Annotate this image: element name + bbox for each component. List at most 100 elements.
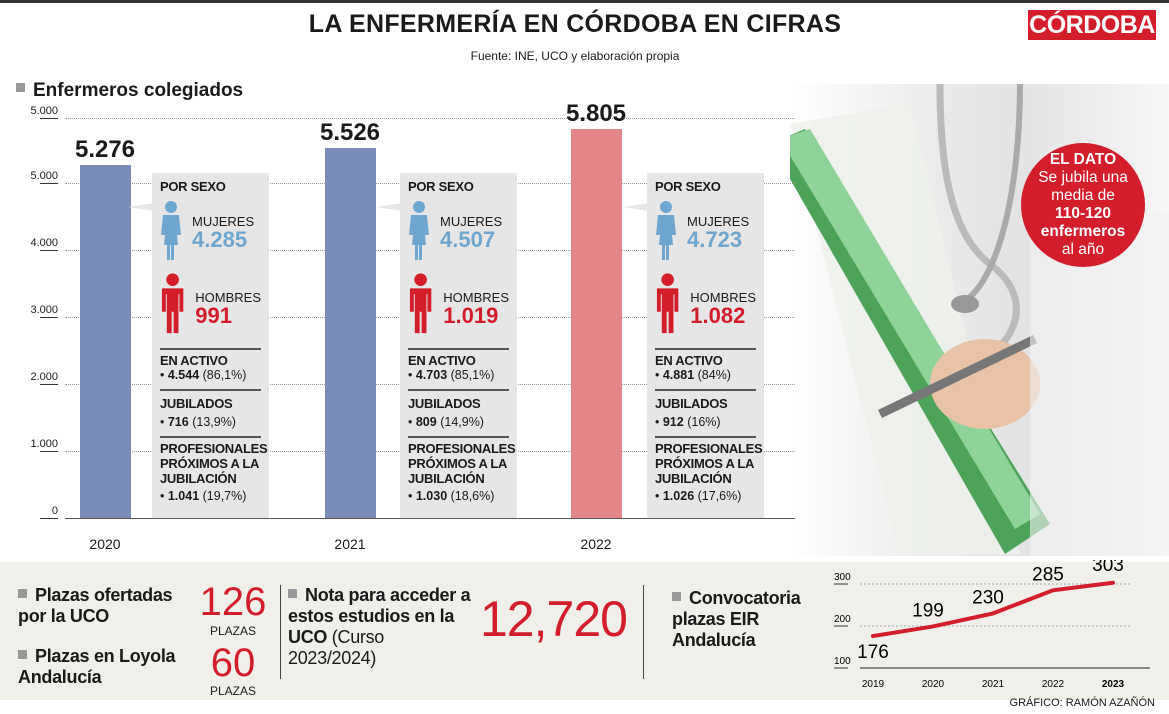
por-sexo-heading: POR SEXO: [655, 179, 721, 194]
page-title: LA ENFERMERÍA EN CÓRDOBA EN CIFRAS: [308, 10, 842, 38]
hombres-label: HOMBRES: [690, 290, 756, 305]
detail-box-2022: POR SEXO MUJERES 4.723 HOMBRES 1.082 EN AC…: [623, 173, 764, 518]
por-sexo-heading: POR SEXO: [160, 179, 226, 194]
por-sexo-heading: POR SEXO: [408, 179, 474, 194]
woman-icon: [656, 201, 676, 260]
nota-label-rest: (Curso 2023/2024): [288, 627, 385, 668]
mujeres-label: MUJERES: [440, 214, 503, 229]
y-tick-label: 2.000: [30, 371, 58, 383]
x-tick-label: 2019: [862, 679, 885, 690]
y-tick-mark: [40, 250, 58, 251]
hombres-value: 991: [195, 303, 232, 328]
bullet-square-icon: [288, 588, 297, 598]
bullet-square-icon: [672, 591, 681, 601]
jubilados-label: JUBILADOS: [408, 396, 481, 411]
proximos-jubilacion-pct: (19,7%): [202, 489, 247, 503]
eir-label-text: Convocatoria plazas EIR Andalucía: [672, 588, 801, 650]
bullet-square-icon: [18, 649, 27, 659]
en-activo-label: EN ACTIVO: [655, 353, 723, 368]
proximos-jubilacion-value: 1.026: [662, 489, 695, 503]
proximos-jubilacion-label: PROFESIONALES PRÓXIMOS A LA JUBILACIÓN: [655, 441, 763, 486]
y-tick-mark: [40, 183, 58, 184]
nurse-illustration: [770, 83, 1169, 556]
dato-line: Se jubila una: [1038, 169, 1128, 186]
en-activo-label: EN ACTIVO: [408, 353, 476, 368]
x-tick-label: 2021: [982, 679, 1005, 690]
x-tick-label: 2022: [580, 536, 612, 552]
en-activo-value: 4.544: [167, 368, 200, 382]
bottom-band: [0, 562, 1169, 700]
x-tick-label: 2022: [1042, 679, 1065, 690]
uco-plazas-label: Plazas ofertadas por la UCO: [18, 585, 193, 627]
dato-line: al año: [1061, 241, 1105, 258]
y-tick-label: 300: [834, 572, 851, 583]
x-tick-label: 2021: [334, 536, 366, 552]
divider: [643, 585, 644, 679]
loyola-plazas-unit: PLAZAS: [209, 684, 257, 698]
loyola-label-text: Plazas en Loyola Andalucía: [18, 646, 176, 687]
detail-box-2021: POR SEXO MUJERES 4.507 HOMBRES 1.019 EN AC…: [376, 173, 517, 518]
y-tick-label: 1.000: [30, 438, 58, 450]
jubilados-value: 809: [415, 415, 437, 429]
jubilados-pct: (13,9%): [192, 415, 236, 429]
loyola-plazas-label: Plazas en Loyola Andalucía: [18, 646, 193, 688]
cordoba-logo: CÓRDOBA: [1028, 10, 1156, 40]
woman-icon: [409, 201, 429, 260]
man-icon: [409, 273, 432, 334]
bar-2020: [80, 164, 131, 518]
dato-line: enfermeros: [1040, 223, 1126, 240]
nota-label: Nota para acceder a estos estudios en la…: [288, 585, 473, 669]
data-label: 199: [912, 600, 944, 621]
mujeres-value: 4.285: [192, 227, 248, 252]
man-icon: [161, 273, 184, 334]
jubilados-label: JUBILADOS: [655, 396, 728, 411]
en-activo-pct: (84%): [697, 368, 731, 382]
source-note: Fuente: INE, UCO y elaboración propia: [470, 49, 680, 63]
bullet-square-icon: [18, 588, 27, 598]
divider: [280, 585, 281, 679]
bar-value-label: 5.805: [565, 100, 627, 128]
el-dato-badge: EL DATO Se jubila una media de 110-120 e…: [1021, 143, 1145, 267]
y-tick-label: 100: [834, 656, 851, 667]
section-title-text: Enfermeros colegiados: [33, 80, 244, 101]
hombres-label: HOMBRES: [443, 290, 509, 305]
y-tick-label: 5.000: [30, 105, 58, 117]
eir-line-chart: 100 200 300 176 2019 199 2020 230 2021 285 2022 303…: [834, 560, 1150, 690]
data-label: 303: [1092, 560, 1124, 576]
jubilados-label: JUBILADOS: [160, 396, 233, 411]
eir-label: Convocatoria plazas EIR Andalucía: [672, 588, 822, 651]
en-activo-pct: (85,1%): [450, 368, 495, 382]
y-tick-mark: [40, 118, 58, 119]
x-axis: [65, 518, 795, 519]
loyola-plazas-value: 60: [210, 641, 256, 685]
proximos-jubilacion-label: PROFESIONALES PRÓXIMOS A LA JUBILACIÓN: [408, 441, 516, 486]
uco-plazas-value: 126: [199, 580, 267, 624]
bar-2022: [571, 129, 622, 518]
nota-label-bold: Nota para acceder a estos estudios en la…: [288, 585, 471, 647]
woman-icon: [161, 201, 181, 260]
bar-2021: [325, 147, 376, 518]
x-tick-label: 2020: [89, 536, 121, 552]
y-tick-label: 4.000: [30, 237, 58, 249]
jubilados-value: 716: [167, 415, 189, 429]
y-tick-label: 3.000: [30, 304, 58, 316]
data-label: 285: [1032, 564, 1064, 585]
proximos-jubilacion-pct: (18,6%): [450, 489, 495, 503]
en-activo-label: EN ACTIVO: [160, 353, 228, 368]
hombres-value: 1.082: [690, 303, 746, 328]
x-tick-label: 2020: [922, 679, 945, 690]
hombres-value: 1.019: [443, 303, 499, 328]
y-tick-mark: [40, 451, 58, 452]
section-title: Enfermeros colegiados: [16, 80, 243, 102]
credit: GRÁFICO: RAMÓN AZAÑÓN: [1009, 697, 1155, 709]
y-tick-mark: [40, 317, 58, 318]
man-icon: [656, 273, 679, 334]
top-rule: [0, 0, 1169, 3]
proximos-jubilacion-pct: (17,6%): [697, 489, 742, 503]
uco-label-text: Plazas ofertadas por la UCO: [18, 585, 173, 626]
bullet-square-icon: [16, 83, 25, 93]
en-activo-pct: (86,1%): [202, 368, 247, 382]
proximos-jubilacion-value: 1.030: [415, 489, 448, 503]
jubilados-pct: (14,9%): [440, 415, 484, 429]
en-activo-value: 4.881: [662, 368, 695, 382]
